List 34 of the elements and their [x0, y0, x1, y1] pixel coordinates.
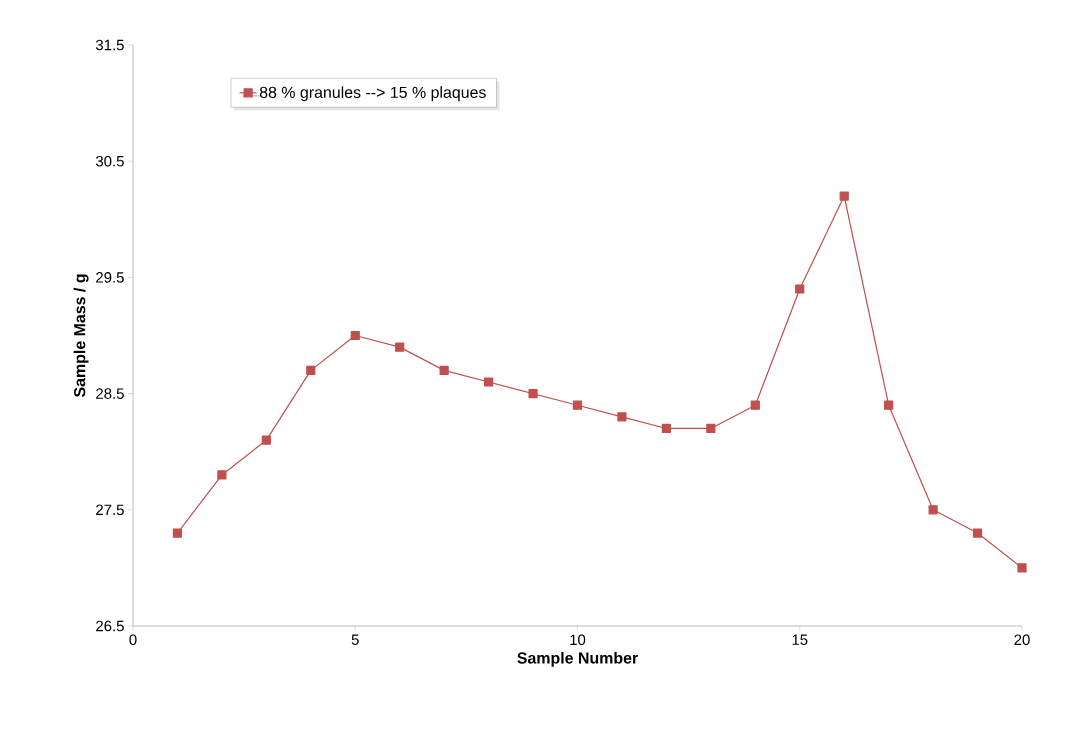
point	[306, 365, 316, 375]
y-tick-label: 26.5	[96, 620, 124, 632]
point	[706, 423, 716, 434]
y-axis-title: Sample Mass / g	[73, 274, 89, 398]
legend-label: 88 % granules --> 15 % plaques	[259, 86, 486, 102]
point	[661, 423, 672, 434]
point	[439, 365, 449, 375]
point	[217, 470, 227, 480]
point	[928, 505, 938, 515]
x-tick-label: 15	[792, 634, 808, 645]
point	[172, 528, 183, 538]
x-tick-label: 10	[570, 634, 586, 646]
x-tick-label: 20	[1014, 634, 1030, 646]
y-tick-label: 28.5	[96, 388, 124, 399]
point	[839, 191, 849, 201]
point	[884, 400, 894, 410]
point	[617, 412, 627, 422]
point	[350, 330, 360, 341]
y-tick-label: 31.5	[95, 39, 124, 51]
x-axis-title: Sample Number	[517, 651, 638, 667]
point	[1017, 563, 1027, 573]
point	[261, 435, 271, 445]
x-tick-label: 0	[129, 634, 137, 646]
point	[795, 284, 805, 294]
point	[528, 389, 538, 399]
y-tick-label: 30.5	[95, 155, 124, 167]
point	[972, 528, 983, 538]
point	[572, 400, 583, 410]
point	[395, 342, 405, 352]
y-tick-label: 27.5	[96, 504, 124, 516]
y-tick-label: 29.5	[96, 272, 124, 283]
point	[750, 400, 760, 410]
point	[484, 377, 494, 387]
x-tick-label: 5	[351, 634, 359, 645]
